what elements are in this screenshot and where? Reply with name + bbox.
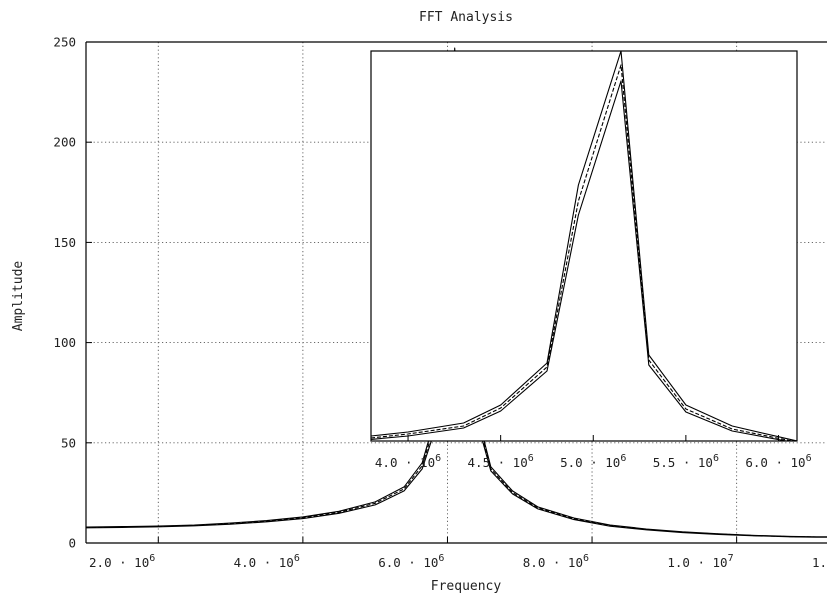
- y-tick-label: 0: [68, 536, 76, 551]
- zoom-inset: 4.0 · 106 4.5 · 106 5.0 · 106 5.5 · 106 6.0 …: [370, 50, 812, 470]
- inset-x-tick-label: 5.5 · 106: [653, 453, 719, 470]
- y-tick-label: 100: [53, 335, 76, 350]
- x-axis-label: Frequency: [431, 579, 502, 594]
- main-plot-lines: [86, 47, 827, 538]
- x-tick-label: 1.0 · 107: [667, 553, 733, 570]
- inset-series-line-1: [371, 51, 797, 441]
- inset-background: [371, 51, 797, 441]
- inset-frame: [370, 50, 798, 442]
- inset-x-tick-label: 4.0 · 106: [375, 453, 441, 470]
- inset-x-tick-label: 4.5 · 106: [468, 453, 534, 470]
- y-tick-label: 150: [53, 235, 76, 250]
- y-tick-label: 250: [53, 35, 76, 50]
- y-axis-label: Amplitude: [11, 261, 26, 332]
- y-tick-label: 50: [61, 435, 76, 450]
- x-tick-label: 2.0 · 106: [89, 553, 155, 570]
- x-tick-label: 6.0 · 106: [378, 553, 444, 570]
- x-tick-label: 4.0 · 106: [234, 553, 300, 570]
- inset-series-line-3: [371, 80, 790, 441]
- x-tick-label: 8.0 · 106: [523, 553, 589, 570]
- chart-title: FFT Analysis: [419, 10, 513, 25]
- main-series-line-3: [86, 81, 827, 538]
- inset-x-tick-label: 6.0 · 106: [745, 453, 811, 470]
- x-tick-label: 1.2 · 107: [812, 553, 827, 570]
- main-axes: 0 50 100 150 200 250 2.0 · 106 4.0 · 106 6.0 · 1…: [53, 35, 827, 570]
- inset-series-line-2: [371, 64, 795, 441]
- inset-x-tick-label: 5.0 · 106: [560, 453, 626, 470]
- y-tick-label: 200: [53, 135, 76, 150]
